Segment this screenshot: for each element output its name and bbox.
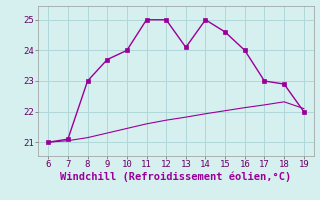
X-axis label: Windchill (Refroidissement éolien,°C): Windchill (Refroidissement éolien,°C) <box>60 172 292 182</box>
